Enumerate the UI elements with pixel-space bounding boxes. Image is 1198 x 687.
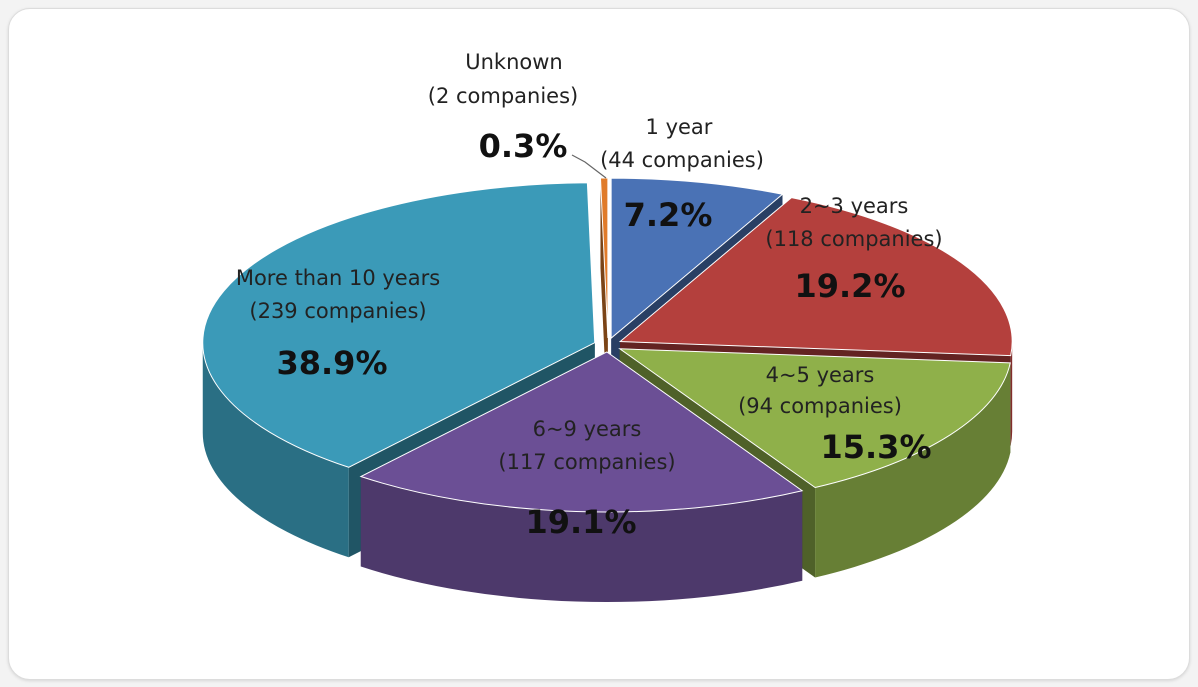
slice-percent-1-year: 7.2% (624, 196, 713, 234)
slice-percent-4-5-years: 15.3% (820, 428, 931, 466)
slice-top-y10 (202, 182, 596, 468)
slice-percent-unknown: 0.3% (479, 127, 568, 165)
slice-count-1-year: (44 companies) (600, 148, 764, 172)
unknown-leader-line (571, 154, 607, 179)
slice-top-y23 (618, 197, 1013, 357)
slice-label-more-than-10-years: More than 10 years (236, 266, 440, 290)
slice-outer-wall-y45 (815, 362, 1011, 578)
slice-outer-wall-y69 (360, 476, 803, 602)
slice-count-more-than-10-years: (239 companies) (249, 299, 426, 323)
slice-top-unk (599, 177, 609, 339)
slice-label-1-year: 1 year (646, 115, 713, 139)
slice-count-6-9-years: (117 companies) (498, 450, 675, 474)
slice-count-unknown: (2 companies) (428, 84, 578, 108)
pie-labels: Unknown (2 companies) 0.3% 1 year (44 co… (236, 50, 943, 541)
slice-outer-wall-y23 (1010, 341, 1013, 446)
slice-top-y1 (610, 177, 784, 340)
slice-label-unknown: Unknown (465, 50, 562, 74)
slice-count-4-5-years: (94 companies) (738, 394, 902, 418)
slice-label-2-3-years: 2~3 years (800, 194, 909, 218)
slice-top-y69 (359, 351, 804, 513)
slice-percent-2-3-years: 19.2% (794, 267, 905, 305)
slice-count-2-3-years: (118 companies) (765, 227, 942, 251)
slice-percent-6-9-years: 19.1% (525, 503, 636, 541)
slice-label-6-9-years: 6~9 years (533, 417, 642, 441)
slice-label-4-5-years: 4~5 years (766, 363, 875, 387)
pie-tops (202, 177, 1013, 513)
slice-percent-more-than-10-years: 38.9% (276, 344, 387, 382)
slice-top-y45 (618, 348, 1011, 489)
slice-outer-wall-y10 (202, 342, 349, 558)
